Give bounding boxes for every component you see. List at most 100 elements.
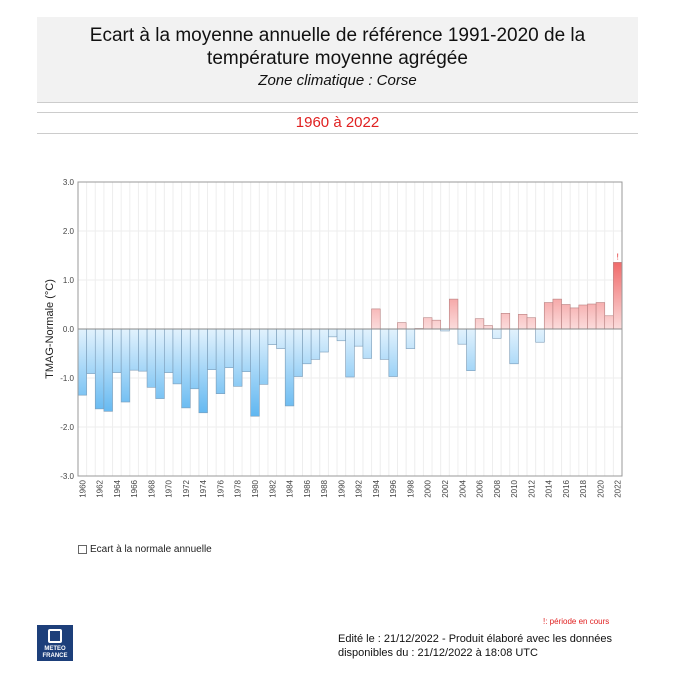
bar-1969 xyxy=(155,328,165,399)
x-tick-label: 1986 xyxy=(303,479,312,497)
bar-1983 xyxy=(276,328,286,349)
bar-1993 xyxy=(362,328,372,359)
x-tick-label: 1964 xyxy=(113,479,122,497)
bar-1970 xyxy=(164,328,174,373)
x-tick-label: 1992 xyxy=(355,479,364,497)
x-tick-label: 1978 xyxy=(234,479,243,497)
y-axis-label: TMAG-Normale (°C) xyxy=(44,279,56,379)
bar-1971 xyxy=(172,328,182,385)
x-tick-label: 2022 xyxy=(614,479,623,497)
bar-2020 xyxy=(595,302,606,330)
y-tick-label: 1.0 xyxy=(63,276,75,285)
bar-1978 xyxy=(233,328,243,387)
bar-1998 xyxy=(405,328,416,349)
bar-2012 xyxy=(526,317,536,330)
bar-1981 xyxy=(259,328,269,385)
bar-1997 xyxy=(397,322,407,330)
bar-1975 xyxy=(207,328,217,370)
x-tick-label: 1982 xyxy=(268,479,277,497)
bar-1964 xyxy=(112,328,122,373)
y-tick-label: -3.0 xyxy=(60,472,74,481)
bar-1985 xyxy=(293,328,303,377)
x-tick-label: 1960 xyxy=(78,479,87,497)
chart-subtitle: Zone climatique : Corse xyxy=(258,72,417,89)
bar-1961 xyxy=(86,328,96,374)
bar-2004 xyxy=(457,328,467,345)
bar-1996 xyxy=(388,328,398,377)
bar-1976 xyxy=(215,328,226,394)
bar-1987 xyxy=(310,328,321,360)
bar-2016 xyxy=(561,304,571,330)
y-tick-label: 2.0 xyxy=(63,227,75,236)
bar-1992 xyxy=(354,328,364,347)
x-tick-label: 2018 xyxy=(579,479,588,497)
x-tick-label: 2020 xyxy=(596,479,605,497)
x-tick-label: 1968 xyxy=(147,479,156,497)
meteo-france-logo: METEO FRANCE xyxy=(37,625,73,661)
bar-1979 xyxy=(241,328,251,372)
bar-1968 xyxy=(146,328,157,388)
bar-2021 xyxy=(604,315,614,330)
legend: Ecart à la normale annuelle xyxy=(78,544,212,555)
bar-2001 xyxy=(431,319,441,330)
logo-icon xyxy=(48,629,62,643)
x-tick-label: 2012 xyxy=(527,479,536,497)
bar-2018 xyxy=(578,304,588,330)
bar-2010 xyxy=(509,328,519,365)
bar-1989 xyxy=(328,328,338,338)
x-tick-label: 2014 xyxy=(545,479,554,497)
bar-2014 xyxy=(543,302,554,330)
x-tick-label: 2010 xyxy=(510,479,519,497)
bar-1994 xyxy=(371,308,381,330)
x-tick-label: 1976 xyxy=(216,479,225,497)
bar-2013 xyxy=(535,328,545,343)
ongoing-period-note: !: période en cours xyxy=(543,617,610,626)
bar-1966 xyxy=(129,328,139,371)
bar-1991 xyxy=(345,328,355,378)
x-tick-label: 1980 xyxy=(251,479,260,497)
bar-1963 xyxy=(103,328,113,412)
bar-2019 xyxy=(587,303,597,330)
bar-1988 xyxy=(319,328,329,353)
bar-2022 xyxy=(613,262,623,330)
bar-2000 xyxy=(423,317,433,330)
bar-2005 xyxy=(466,328,476,371)
bar-2011 xyxy=(518,313,528,330)
x-tick-label: 1984 xyxy=(286,479,295,497)
x-tick-label: 2000 xyxy=(424,479,433,497)
x-tick-label: 2006 xyxy=(476,479,485,497)
footer-line-2: disponibles du : 21/12/2022 à 18:08 UTC xyxy=(338,647,538,659)
bar-1974 xyxy=(198,328,208,414)
y-tick-label: -1.0 xyxy=(60,374,74,383)
bar-1960 xyxy=(77,328,87,396)
bar-2006 xyxy=(474,318,485,330)
bar-1980 xyxy=(250,328,260,417)
y-tick-label: 3.0 xyxy=(63,178,75,187)
bar-2009 xyxy=(500,313,511,330)
x-tick-label: 1990 xyxy=(337,479,346,497)
x-tick-label: 1996 xyxy=(389,479,398,497)
x-tick-label: 2008 xyxy=(493,479,502,497)
x-tick-label: 1962 xyxy=(96,479,105,497)
period-label: 1960 à 2022 xyxy=(37,112,638,134)
x-tick-label: 1994 xyxy=(372,479,381,497)
bar-2007 xyxy=(483,325,493,330)
x-tick-label: 1988 xyxy=(320,479,329,497)
legend-swatch xyxy=(78,545,87,554)
bar-1972 xyxy=(181,328,191,409)
x-tick-label: 1972 xyxy=(182,479,191,497)
bar-1984 xyxy=(284,328,295,407)
bar-2017 xyxy=(569,307,580,330)
chart-header: Ecart à la moyenne annuelle de référence… xyxy=(37,17,638,103)
bar-1977 xyxy=(224,328,234,369)
x-tick-label: 1974 xyxy=(199,479,208,497)
bar-1962 xyxy=(94,328,105,410)
bar-2008 xyxy=(492,328,502,339)
y-tick-label: 0.0 xyxy=(63,325,75,334)
y-tick-label: -2.0 xyxy=(60,423,74,432)
bar-1982 xyxy=(267,328,277,345)
plot-frame xyxy=(77,181,623,477)
bar-1973 xyxy=(189,328,200,390)
x-tick-label: 1998 xyxy=(406,479,415,497)
bar-1986 xyxy=(302,328,312,365)
